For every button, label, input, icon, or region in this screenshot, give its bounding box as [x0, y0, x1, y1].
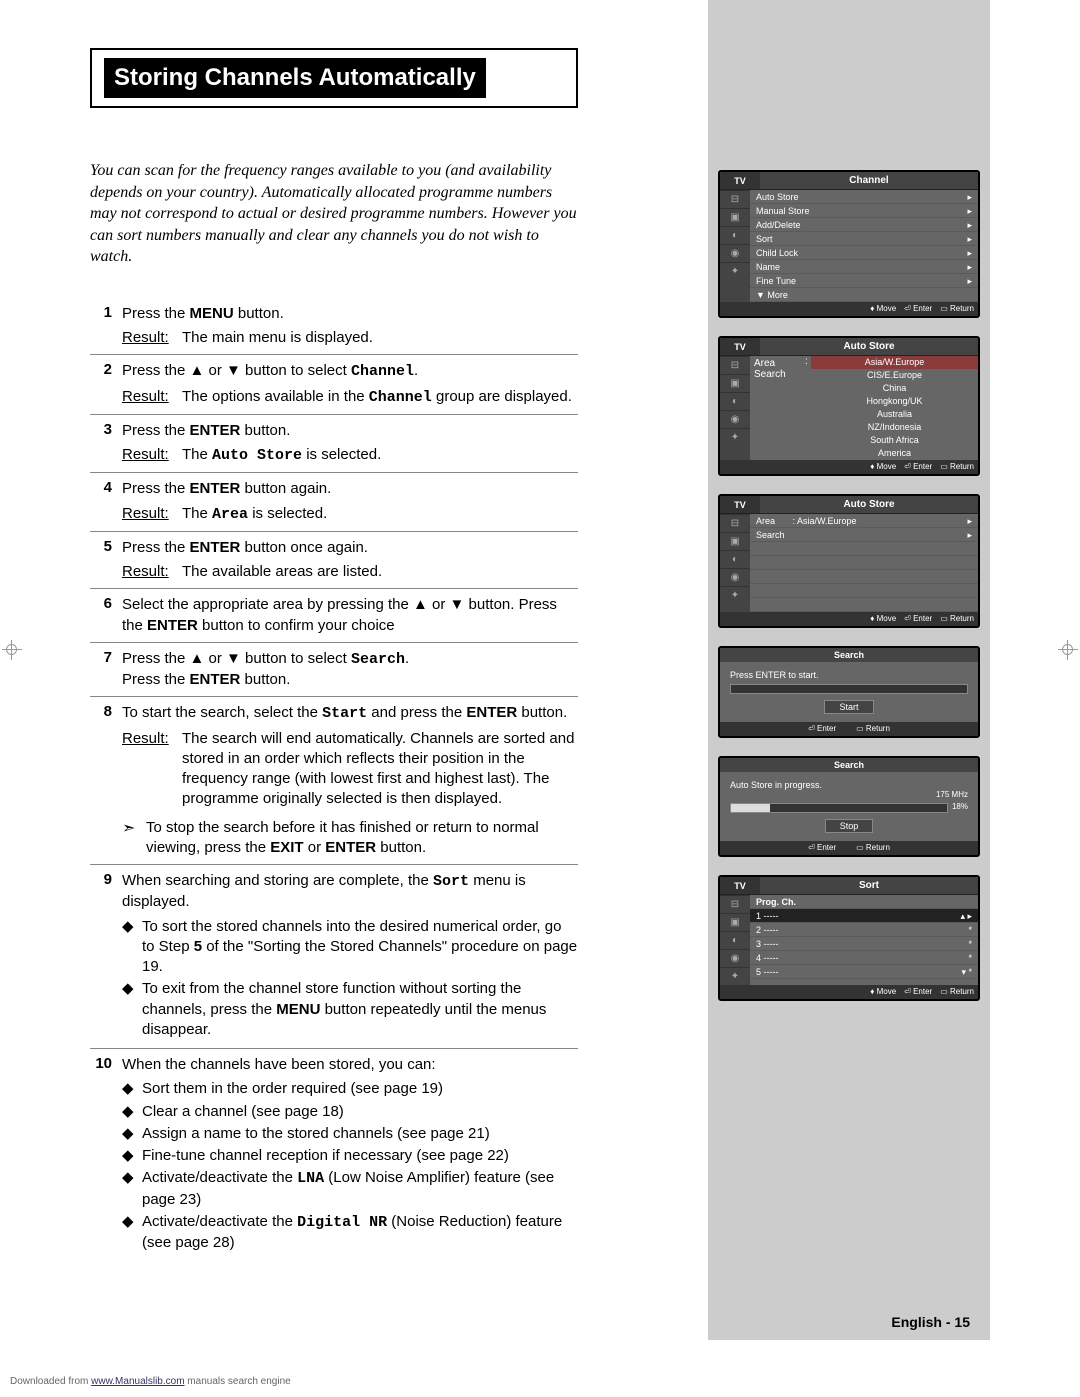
stop-button: Stop: [825, 819, 874, 833]
osd-area-option: Asia/W.Europe: [811, 356, 978, 369]
osd-title: Channel: [760, 172, 978, 189]
osd-icon-strip: ⊟ ▣ ◐ ◉ ✦: [720, 190, 750, 302]
registration-mark-left: [2, 640, 22, 660]
osd-autostore-main: TV Auto Store ⊟▣◐◉✦ Area : Asia/W.Europe…: [718, 494, 980, 628]
picture-icon: ▣: [720, 208, 750, 226]
sidebar: TV Channel ⊟ ▣ ◐ ◉ ✦ Auto Store▸ Manual …: [708, 0, 990, 1340]
progress-bar-empty: [730, 684, 968, 694]
start-button: Start: [824, 700, 873, 714]
progress-bar-fill: [731, 804, 770, 812]
osd-search-progress: Search Auto Store in progress. 175 MHz 1…: [718, 756, 980, 857]
channel-icon: ◉: [720, 244, 750, 262]
step-5: 5 Press the ENTER button once again. Res…: [90, 532, 578, 590]
title-box: Storing Channels Automatically: [90, 48, 578, 108]
osd-footer: ♦ Move⏎ Enter▭ Return: [720, 302, 978, 316]
osd-progress-pct: 18%: [952, 802, 968, 811]
progress-bar: [730, 803, 948, 813]
osd-item: Manual Store▸: [750, 204, 978, 218]
osd-channel-menu: TV Channel ⊟ ▣ ◐ ◉ ✦ Auto Store▸ Manual …: [718, 170, 980, 318]
osd-search-start: Search Press ENTER to start. Start ⏎ Ent…: [718, 646, 980, 738]
osd-tv-label: TV: [720, 172, 760, 189]
osd-sort-header: Prog. Ch.: [750, 895, 978, 909]
step-10: 10 When the channels have been stored, y…: [90, 1049, 578, 1261]
step-7: 7 Press the ▲ or ▼ button to select Sear…: [90, 643, 578, 698]
page-number: English - 15: [891, 1314, 970, 1330]
step-2: 2 Press the ▲ or ▼ button to select Chan…: [90, 355, 578, 415]
step-6: 6 Select the appropriate area by pressin…: [90, 589, 578, 643]
osd-search-label: Search: [754, 369, 801, 380]
step-body: Press the MENU button. Result:The main m…: [122, 304, 578, 349]
osd-item: Name▸: [750, 260, 978, 274]
osd-area-label: Area: [754, 358, 801, 369]
note: ➣ To stop the search before it has finis…: [122, 818, 578, 859]
osd-progress-mhz: 175 MHz: [936, 790, 968, 799]
main-column: Storing Channels Automatically You can s…: [90, 48, 578, 1261]
step-9: 9 When searching and storing are complet…: [90, 865, 578, 1049]
manualslib-link[interactable]: www.Manualslib.com: [91, 1376, 184, 1387]
osd-press-enter-text: Press ENTER to start.: [730, 670, 968, 680]
step-4: 4 Press the ENTER button again. Result:T…: [90, 473, 578, 532]
bullet-icon: ◆: [122, 917, 142, 978]
osd-item: Sort▸: [750, 232, 978, 246]
download-footer: Downloaded from www.Manualslib.com manua…: [10, 1376, 291, 1387]
osd-area-list: Asia/W.Europe CIS/E.Europe China Hongkon…: [811, 356, 978, 460]
intro-text: You can scan for the frequency ranges av…: [90, 160, 578, 268]
setup-icon: ✦: [720, 262, 750, 280]
page-title: Storing Channels Automatically: [104, 58, 486, 98]
manual-page: Storing Channels Automatically You can s…: [0, 0, 1080, 1397]
step-1: 1 Press the MENU button. Result:The main…: [90, 298, 578, 356]
osd-sort-row: 2 -----*: [750, 923, 978, 937]
registration-mark-right: [1058, 640, 1078, 660]
osd-sort: TV Sort ⊟▣◐◉✦ Prog. Ch. 1 -----▴ ▸ 2 ---…: [718, 875, 980, 1001]
osd-item: Auto Store▸: [750, 190, 978, 204]
sound-icon: ◐: [720, 226, 750, 244]
osd-sort-row: 5 -----▾ *: [750, 965, 978, 979]
result-label: Result:: [122, 328, 182, 348]
osd-more: ▼ More: [750, 288, 978, 302]
osd-sort-row: 3 -----*: [750, 937, 978, 951]
osd-item: Add/Delete▸: [750, 218, 978, 232]
osd-item: Fine Tune▸: [750, 274, 978, 288]
step-8: 8 To start the search, select the Start …: [90, 697, 578, 865]
osd-sort-row: 4 -----*: [750, 951, 978, 965]
osd-autostore-areas: TV Auto Store ⊟▣◐◉✦ Area Search : Asia/W…: [718, 336, 980, 476]
input-icon: ⊟: [720, 190, 750, 208]
step-number: 1: [90, 304, 122, 349]
osd-item: Child Lock▸: [750, 246, 978, 260]
note-icon: ➣: [122, 818, 146, 840]
steps-list: 1 Press the MENU button. Result:The main…: [90, 298, 578, 1262]
osd-progress-text: Auto Store in progress.: [730, 780, 968, 790]
osd-menu-items: Auto Store▸ Manual Store▸ Add/Delete▸ So…: [750, 190, 978, 302]
osd-sort-row: 1 -----▴ ▸: [750, 909, 978, 923]
step-3: 3 Press the ENTER button. Result:The Aut…: [90, 415, 578, 474]
